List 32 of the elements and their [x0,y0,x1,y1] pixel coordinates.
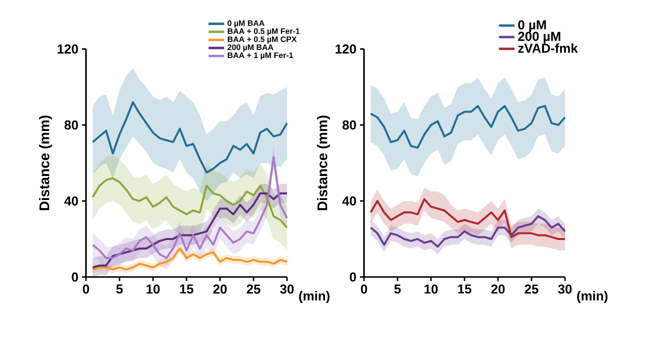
x-tick-label: 30 [558,284,572,294]
legend-label: 200 µM [518,32,560,44]
y-tick-label: 80 [342,120,356,130]
y-axis-title: Distance (mm) [39,116,52,210]
line-series [370,215,566,248]
line-series [370,105,566,149]
x-tick-label: 25 [246,284,260,294]
y-tick-label: 120 [336,44,356,54]
x-tick-label: 10 [146,284,160,294]
x-tick-label: 20 [491,284,505,294]
x-tick-label: 15 [180,284,194,294]
legend-label: zVAD-fmk [518,43,578,53]
x-tick-label: 0 [82,284,90,294]
y-tick-label: 80 [64,120,78,130]
x-tick-label: 0 [360,284,368,294]
x-tick-label: 30 [280,284,294,294]
x-tick-label: 25 [524,284,538,294]
x-tick-label: 20 [213,284,227,294]
legend-label: 0 µM [518,20,546,32]
x-tick-label: 15 [458,284,472,294]
y-tick-label: 40 [342,196,356,206]
y-tick-label: 0 [350,272,356,282]
x-axis-title: (min) [577,290,608,304]
y-tick-label: 120 [58,44,78,54]
line-series [92,177,288,229]
x-tick-label: 5 [116,284,123,294]
y-tick-label: 0 [72,272,78,282]
y-axis-title: Distance (mm) [317,116,330,210]
y-tick-label: 40 [64,196,78,206]
x-axis-title: (min) [299,290,330,304]
x-tick-label: 10 [424,284,438,294]
x-tick-label: 5 [394,284,401,294]
